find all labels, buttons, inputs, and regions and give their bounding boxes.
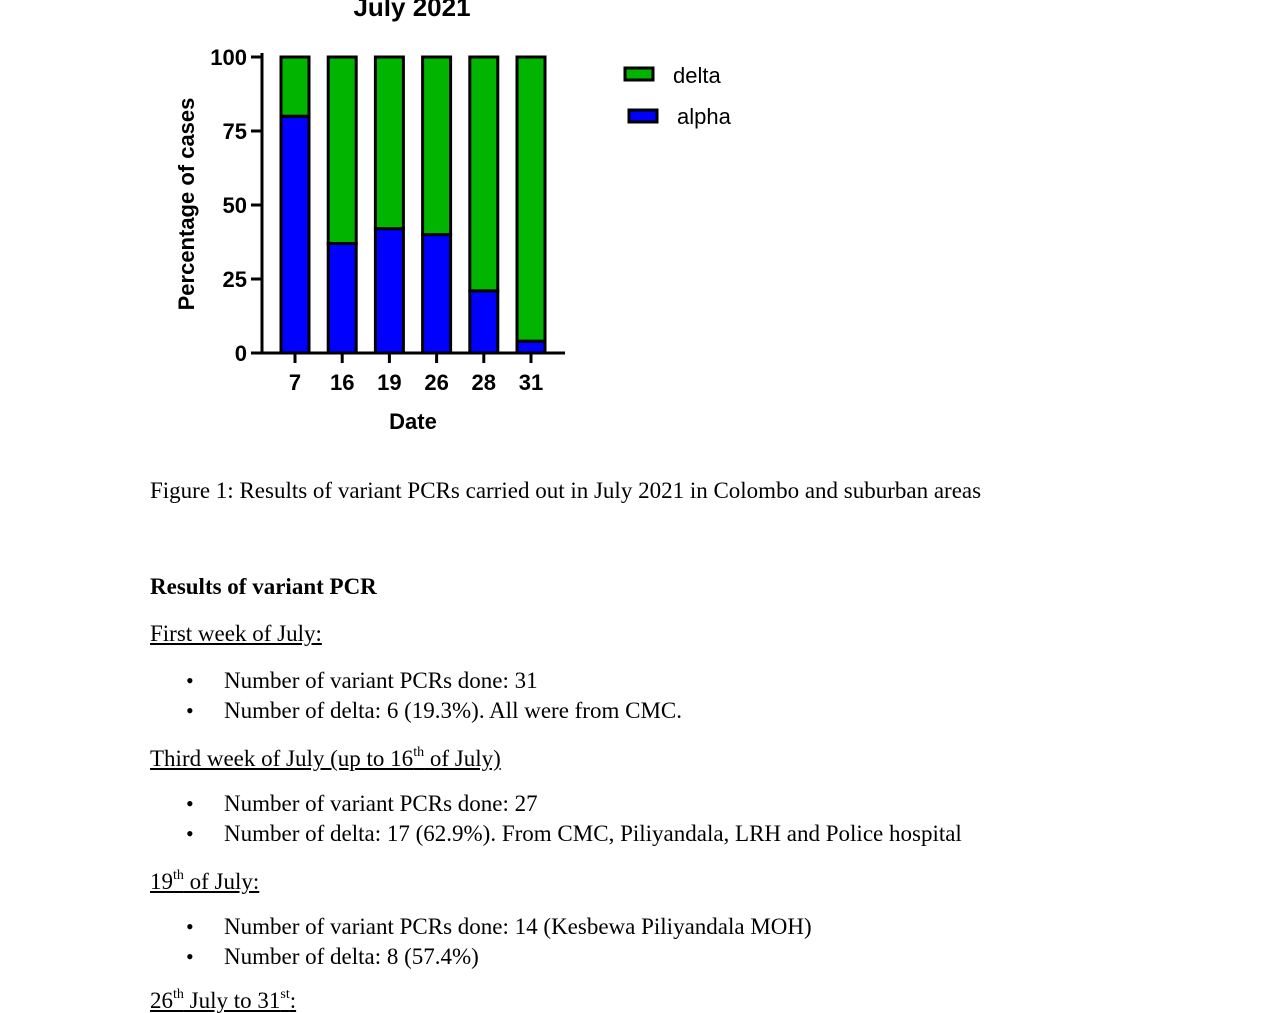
variant-chart: July 2021 0 25 50 75 100 7 16 19 26 28 31 Percent… <box>174 0 732 434</box>
x-tick-label: 7 <box>289 370 301 395</box>
title-superscript: st <box>280 987 290 1002</box>
x-tick-label: 26 <box>424 370 448 395</box>
title-text: of July: <box>183 869 260 894</box>
x-tick-label: 28 <box>472 370 496 395</box>
bar-delta-7 <box>279 55 311 118</box>
section-heading: Results of variant PCR <box>150 574 377 599</box>
subsection-title-19th-july: 19th of July: <box>150 868 260 894</box>
title-text: Third week of July (up to 16 <box>150 746 414 771</box>
bar-delta-31 <box>515 55 547 343</box>
list-item: Number of delta: 17 (62.9%). From CMC, P… <box>186 819 962 849</box>
title-superscript: th <box>173 868 184 883</box>
bar-alpha-31 <box>515 339 547 355</box>
list-item: Number of variant PCRs done: 27 <box>186 789 962 819</box>
y-tick-label: 100 <box>210 45 247 70</box>
bar-delta-28 <box>468 55 500 293</box>
title-text: 26 <box>150 988 173 1013</box>
bullet-list-first-week: Number of variant PCRs done: 31 Number o… <box>186 666 682 726</box>
bullet-list-19th-july: Number of variant PCRs done: 14 (Kesbewa… <box>186 912 812 972</box>
bar-alpha-16 <box>326 241 358 355</box>
bullet-list-third-week: Number of variant PCRs done: 27 Number o… <box>186 789 962 849</box>
title-text: July to 31 <box>183 988 281 1013</box>
subsection-title-26th-july: 26th July to 31st: <box>150 987 297 1013</box>
list-item: Number of delta: 8 (57.4%) <box>186 942 812 972</box>
title-superscript: th <box>413 745 425 760</box>
x-tick-label: 19 <box>377 370 401 395</box>
list-item: Number of variant PCRs done: 31 <box>186 666 682 696</box>
bar-alpha-26 <box>421 233 453 355</box>
bar-delta-26 <box>421 55 453 237</box>
bar-alpha-28 <box>468 289 500 355</box>
title-text: of July) <box>424 746 501 771</box>
list-item: Number of delta: 6 (19.3%). All were fro… <box>186 696 682 726</box>
bar-alpha-19 <box>373 227 405 355</box>
y-tick-label: 50 <box>223 193 247 218</box>
bar-delta-16 <box>326 55 358 245</box>
figure-caption: Figure 1: Results of variant PCRs carrie… <box>150 478 982 503</box>
legend-swatch-delta <box>623 66 655 82</box>
subsection-title-first-week: First week of July: <box>150 621 322 646</box>
x-tick-label: 16 <box>330 370 354 395</box>
chart-title: July 2021 <box>353 0 470 22</box>
title-text: 19 <box>150 869 173 894</box>
x-axis-label: Date <box>389 409 437 434</box>
bar-alpha-7 <box>279 114 311 355</box>
subsection-title-third-week: Third week of July (up to 16th of July) <box>150 745 501 771</box>
title-superscript: th <box>173 987 184 1002</box>
list-item: Number of variant PCRs done: 14 (Kesbewa… <box>186 912 812 942</box>
y-axis-label: Percentage of cases <box>174 98 199 311</box>
y-tick-label: 0 <box>235 341 247 366</box>
y-tick-label: 75 <box>223 119 247 144</box>
x-tick-label: 31 <box>519 370 543 395</box>
legend-swatch-alpha <box>627 108 659 124</box>
legend: delta alpha <box>623 63 732 129</box>
legend-label-delta: delta <box>673 63 721 88</box>
legend-label-alpha: alpha <box>677 104 732 129</box>
title-text: : <box>289 988 297 1013</box>
bar-delta-19 <box>373 55 405 231</box>
y-tick-label: 25 <box>223 267 247 292</box>
